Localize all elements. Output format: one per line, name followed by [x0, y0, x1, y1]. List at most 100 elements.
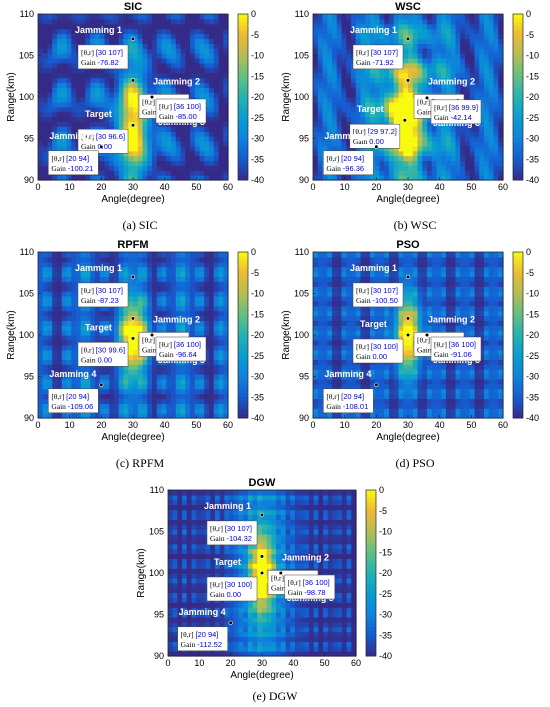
chart-svg: PSO 0 10 20 30 40 50 60 90 95 100 105 110 Angle(degre… — [281, 239, 539, 443]
colorbar-tick-label: -10 — [526, 51, 539, 61]
point-label: Jamming 2 — [153, 314, 200, 324]
data-point — [374, 382, 379, 387]
datatip: [θ,r] [30 100]Gain 0.00 — [206, 576, 258, 602]
chart-title: DGW — [249, 477, 277, 489]
datatip: [θ,r] [30 107]Gain -71.92 — [352, 44, 404, 70]
colorbar-tick-label: -20 — [251, 330, 264, 340]
y-tick-label: 90 — [154, 651, 164, 661]
y-axis-label: Range(km) — [281, 72, 292, 121]
y-tick-label: 110 — [295, 247, 309, 257]
colorbar-tick-label: -40 — [526, 413, 539, 423]
datatip: [θ,r] [36 100]Gain -91.06 — [430, 336, 482, 362]
chart-svg: SIC 0 10 20 30 40 50 60 90 95 100 105 110 Angle(degre… — [6, 1, 264, 205]
colorbar-tick-label: -30 — [526, 134, 539, 144]
x-tick-label: 0 — [35, 420, 40, 430]
svg-text:Gain 0.00: Gain 0.00 — [81, 142, 112, 151]
x-tick-label: 20 — [96, 420, 106, 430]
data-point — [278, 570, 283, 576]
x-tick-label: 20 — [371, 182, 381, 192]
x-tick-label: 10 — [340, 420, 350, 430]
datatip: [θ,r] [20 94]Gain -112.52 — [177, 626, 228, 652]
svg-text:[θ,r] [30 107]: [θ,r] [30 107] — [81, 286, 123, 295]
x-tick-label: 50 — [466, 182, 476, 192]
x-axis-label: Angle(degree) — [101, 194, 164, 205]
caption-e: (e) DGW — [252, 689, 298, 703]
y-tick-label: 90 — [299, 175, 309, 185]
y-tick-label: 110 — [20, 247, 34, 257]
caption-a: (a) SIC — [122, 218, 158, 232]
colorbar-tick-label: -40 — [526, 175, 539, 185]
svg-text:Gain -96.64: Gain -96.64 — [159, 350, 197, 359]
colorbar-tick-label: -20 — [526, 92, 539, 102]
svg-text:Gain -42.14: Gain -42.14 — [434, 113, 472, 122]
x-tick-label: 0 — [310, 182, 315, 192]
data-point — [130, 274, 136, 280]
colorbar-tick-label: -5 — [526, 268, 534, 278]
y-tick-label: 110 — [295, 9, 309, 19]
y-tick-label: 100 — [149, 568, 164, 578]
y-tick-label: 90 — [299, 413, 309, 423]
x-tick-label: 50 — [191, 420, 201, 430]
point-label: Jamming 1 — [75, 263, 122, 273]
datatip: [θ,r] [20 94]Gain -108.01 — [323, 388, 374, 414]
y-axis-label: Range(km) — [281, 310, 292, 359]
data-point — [405, 78, 411, 83]
y-tick-label: 95 — [299, 372, 309, 382]
x-axis-label: Angle(degree) — [376, 432, 439, 443]
y-tick-label: 95 — [299, 134, 309, 144]
x-tick-label: 60 — [223, 420, 233, 430]
x-tick-label: 30 — [257, 658, 267, 668]
data-point — [130, 123, 136, 128]
chart-pso: PSO 0 10 20 30 40 50 60 90 95 100 105 110 Angle(degre… — [275, 238, 550, 448]
y-tick-label: 100 — [294, 330, 309, 340]
svg-text:Gain -71.92: Gain -71.92 — [356, 58, 394, 67]
colorbar-tick-label: -40 — [379, 651, 392, 661]
data-point — [99, 144, 104, 149]
colorbar-tick-label: -25 — [251, 351, 264, 361]
x-axis-label: Angle(degree) — [230, 670, 293, 681]
y-tick-label: 105 — [19, 51, 34, 61]
x-tick-label: 50 — [191, 182, 201, 192]
data-point — [259, 512, 265, 518]
colorbar-tick-label: -20 — [251, 92, 264, 102]
point-label: Target — [85, 322, 112, 332]
data-point — [130, 336, 136, 341]
colorbar-tick-label: -20 — [379, 568, 392, 578]
data-point — [374, 144, 379, 149]
datatip: [θ,r] [30 107]Gain -104.32 — [206, 520, 258, 546]
chart-wsc: WSC 0 10 20 30 40 50 60 90 95 100 105 110 Angle(degre… — [275, 0, 550, 210]
point-label: Jamming 4 — [324, 369, 371, 379]
x-tick-label: 10 — [65, 182, 75, 192]
chart-svg: RPFM 0 10 20 30 40 50 60 90 95 100 105 110 Angle(degr… — [6, 239, 264, 443]
y-tick-label: 105 — [149, 527, 164, 537]
datatip: [θ,r] [36 99.9]Gain -42.14 — [430, 99, 482, 125]
x-tick-label: 10 — [65, 420, 75, 430]
chart-title: WSC — [395, 1, 421, 13]
y-tick-label: 100 — [19, 330, 34, 340]
colorbar-tick-label: -35 — [379, 630, 392, 640]
data-point — [130, 316, 136, 321]
point-label: Target — [85, 109, 112, 119]
colorbar-tick-label: -25 — [526, 351, 539, 361]
x-tick-label: 40 — [160, 182, 170, 192]
svg-text:[θ,r] [30 99.6]: [θ,r] [30 99.6] — [81, 345, 125, 354]
data-point — [424, 332, 430, 338]
datatip: [θ,r] [29 97.2]Gain 0.00 — [349, 123, 401, 149]
y-tick-label: 100 — [19, 92, 34, 102]
point-label: Target — [360, 319, 387, 329]
colorbar: 0 -5 -10 -15 -20 -25 -30 -35 -40 — [365, 485, 392, 661]
data-point — [130, 78, 136, 83]
svg-text:[θ,r] [20 94]: [θ,r] [20 94] — [326, 154, 364, 163]
svg-text:Gain 0.00: Gain 0.00 — [81, 355, 112, 364]
heatmap-cells — [313, 252, 504, 419]
colorbar-tick-label: -40 — [251, 413, 264, 423]
colorbar-tick-label: -15 — [251, 71, 264, 81]
data-point — [259, 554, 265, 559]
colorbar-tick-label: 0 — [251, 9, 256, 19]
x-tick-label: 10 — [194, 658, 204, 668]
colorbar: 0 -5 -10 -15 -20 -25 -30 -35 -40 — [512, 9, 539, 185]
chart-svg: DGW 0 10 20 30 40 50 60 90 95 100 105 110 Angle(degre… — [136, 477, 392, 681]
y-tick-label: 105 — [294, 51, 309, 61]
colorbar-tick-label: -5 — [251, 30, 259, 40]
y-axis-label: Range(km) — [6, 310, 17, 359]
